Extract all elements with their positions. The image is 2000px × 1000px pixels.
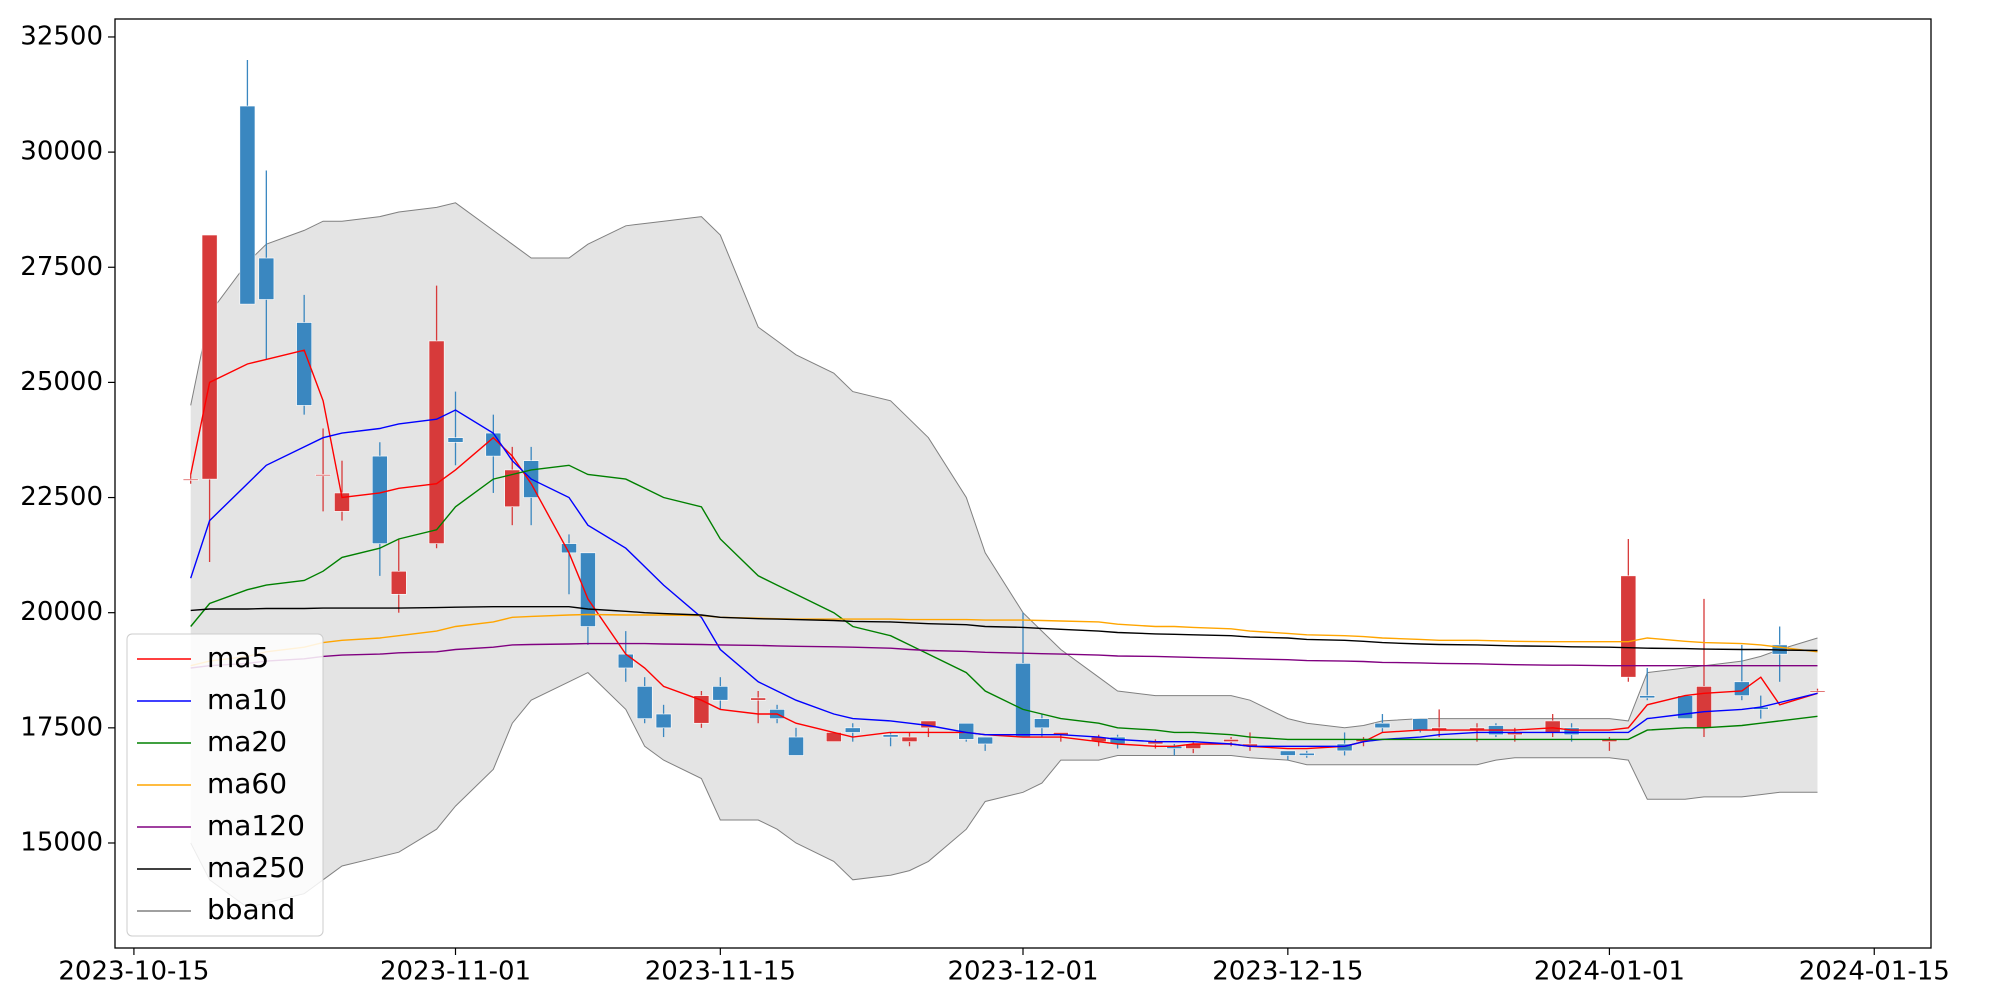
candle-body [315, 474, 331, 477]
x-tick-label: 2024-01-15 [1799, 957, 1950, 987]
candle-body [1223, 739, 1239, 742]
candle-body [788, 736, 804, 756]
axes-frame [114, 18, 1932, 949]
x-tick-label: 2023-11-01 [380, 957, 531, 987]
candle-body [1733, 681, 1750, 696]
candle-body [1563, 727, 1580, 736]
band-fill [190, 202, 1818, 908]
y-tick-label: 27500 [20, 252, 103, 282]
candle-body [296, 322, 313, 406]
candle-body [504, 469, 521, 508]
candle-body [712, 686, 729, 701]
candle-body [977, 736, 994, 745]
candle-body [1374, 722, 1391, 729]
band-lower [190, 671, 1818, 909]
legend-label: ma250 [207, 851, 305, 884]
candle-body [750, 697, 767, 701]
candle-body [447, 437, 464, 443]
y-tick-label: 17500 [20, 712, 103, 742]
x-tick-label: 2023-11-15 [645, 957, 796, 987]
candle-body [258, 257, 275, 300]
y-tick-label: 25000 [20, 367, 103, 397]
legend-label: ma10 [207, 683, 287, 716]
y-tick-label: 20000 [20, 597, 103, 627]
plot-content [182, 59, 1826, 909]
candle-body [1412, 718, 1429, 731]
y-tick-label: 22500 [20, 482, 103, 512]
x-tick-label: 2023-10-15 [58, 957, 209, 987]
x-tick-label: 2023-12-01 [947, 957, 1098, 987]
y-tick-label: 32500 [20, 21, 103, 51]
ma-line [190, 613, 1818, 667]
candle-body [617, 653, 634, 669]
candle-body [844, 727, 861, 733]
candle-body [1639, 695, 1656, 699]
y-tick-label: 30000 [20, 137, 103, 167]
candle-body [239, 105, 256, 305]
x-tick-label: 2023-12-15 [1212, 957, 1363, 987]
candle-body [655, 713, 672, 729]
candle-body [182, 478, 199, 481]
legend-label: ma60 [207, 767, 287, 800]
candle-body [371, 455, 388, 544]
candle-body [882, 734, 899, 738]
band-upper [190, 202, 1818, 729]
candle-body [901, 736, 918, 742]
legend-label: ma5 [207, 641, 269, 674]
candle-body [1298, 752, 1315, 756]
legend-label: ma20 [207, 725, 287, 758]
ma-line [190, 464, 1818, 741]
plot-area [182, 59, 1826, 909]
legend-label: bband [207, 893, 295, 926]
candle-body [636, 686, 653, 719]
legend-box [126, 633, 324, 937]
candle-body [390, 570, 407, 595]
candle-body [1620, 575, 1637, 678]
ma-line [190, 606, 1818, 652]
candle-body [485, 432, 502, 457]
y-tick-label: 15000 [20, 827, 103, 857]
x-tick-label: 2024-01-01 [1534, 957, 1685, 987]
candle-body [580, 552, 596, 627]
candle-body [201, 234, 218, 480]
ma-line [190, 349, 1818, 750]
candle-body [1279, 750, 1296, 756]
candle-body [1544, 720, 1561, 733]
candle-body [1015, 663, 1031, 738]
ma-line [190, 642, 1818, 669]
legend-label: ma120 [207, 809, 305, 842]
candle-body [428, 340, 445, 544]
ma-line [190, 409, 1818, 747]
candle-body [1809, 690, 1826, 693]
candle-body [1034, 718, 1050, 729]
